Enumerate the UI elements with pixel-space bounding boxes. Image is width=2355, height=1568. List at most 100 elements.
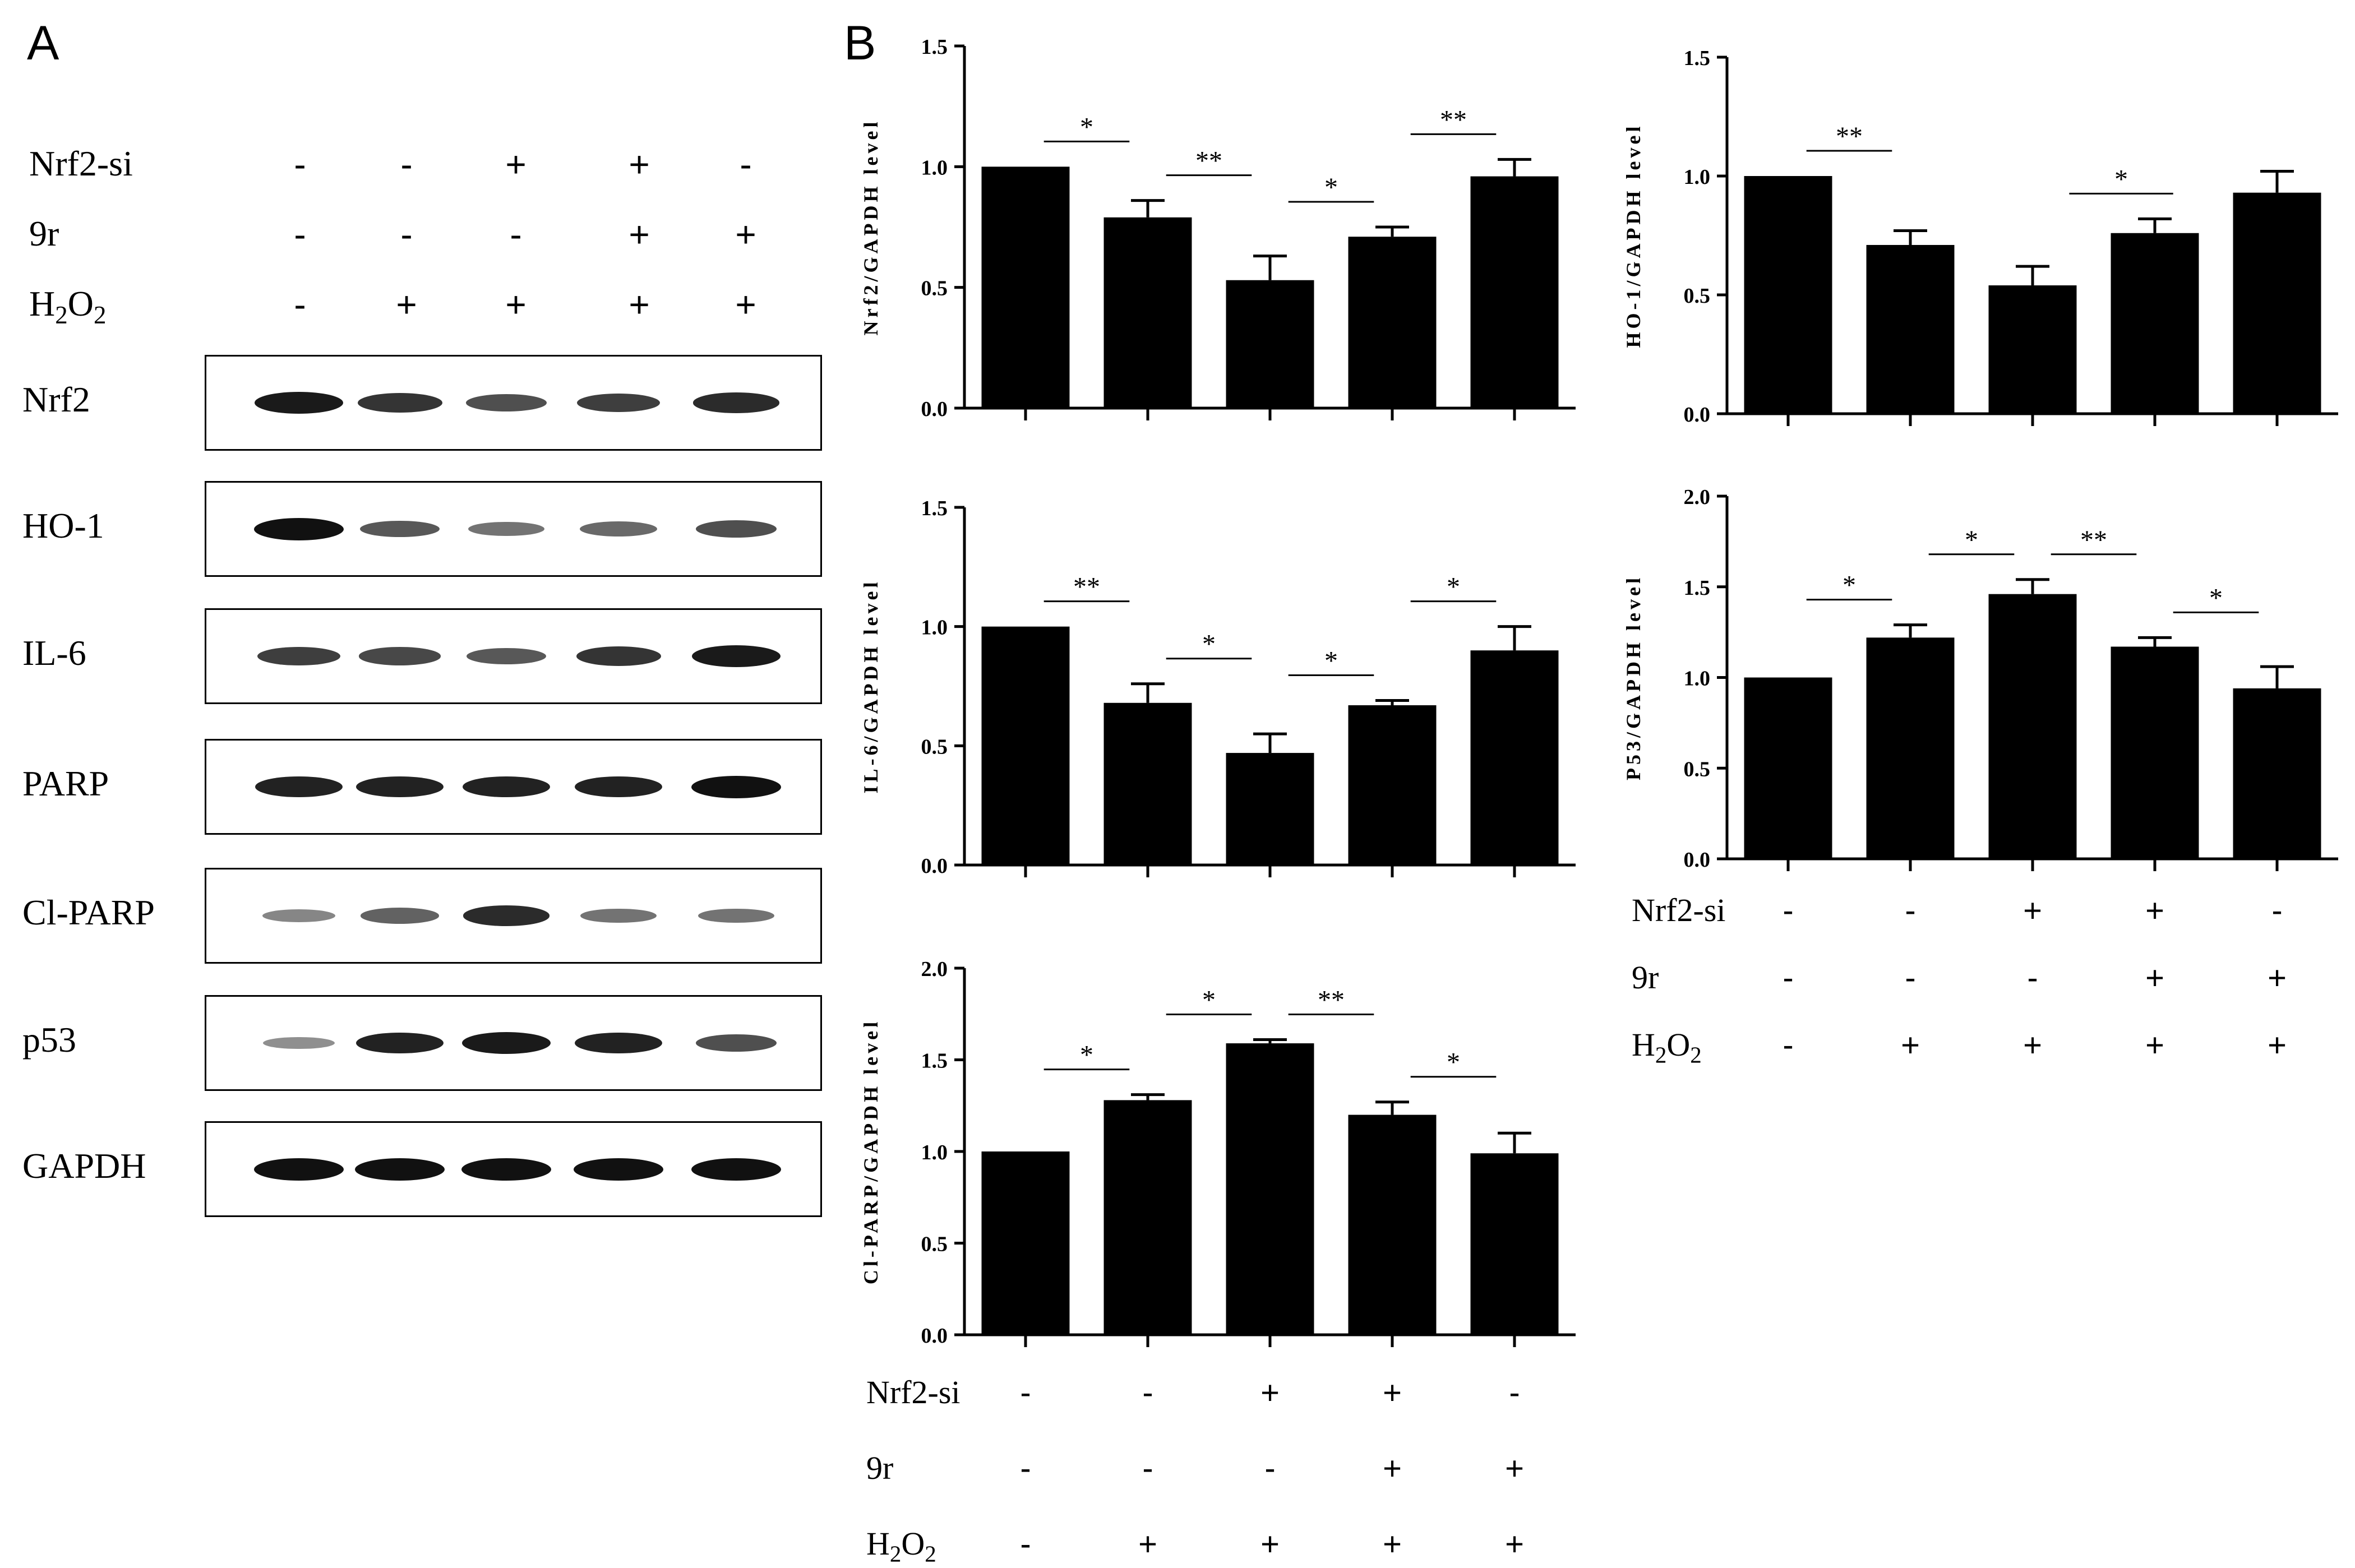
blot-band [576, 646, 661, 666]
condition-sign: - [510, 214, 522, 255]
condition-sign: + [1383, 1450, 1402, 1487]
condition-label: Nrf2-si [1632, 892, 1726, 928]
condition-sign: - [1509, 1375, 1520, 1411]
significance-label: * [1324, 173, 1338, 202]
significance-label: * [1202, 986, 1216, 1015]
blot-band [257, 646, 341, 666]
significance-label: ** [1318, 986, 1345, 1015]
bar [1470, 1153, 1559, 1335]
blot-band [462, 1032, 551, 1054]
blot-label: Cl-PARP [22, 892, 155, 932]
blot-band [692, 645, 781, 667]
bar [1470, 176, 1559, 408]
y-tick-label: 0.0 [921, 854, 948, 878]
blot-box [205, 739, 822, 835]
bar [1348, 1114, 1437, 1335]
blot-band [254, 517, 344, 540]
row-label-part: 2 [925, 1541, 936, 1567]
condition-label: 9r [1632, 959, 1659, 996]
condition-label: Nrf2-si [866, 1374, 961, 1410]
bar [2233, 192, 2321, 414]
blot-band [463, 905, 550, 926]
y-tick-label: 0.5 [921, 277, 948, 300]
blot-band [463, 776, 550, 798]
condition-sign: + [2268, 1027, 2287, 1063]
blot-band [358, 647, 441, 665]
condition-sign: - [1142, 1375, 1153, 1411]
blot-box [205, 1121, 822, 1217]
blot-band [693, 392, 779, 413]
bar [981, 1151, 1070, 1335]
y-tick-label: 1.5 [921, 1049, 948, 1073]
bar [2111, 646, 2199, 859]
bar [1866, 637, 1955, 859]
bar [1103, 217, 1192, 408]
bar [1226, 753, 1314, 865]
y-axis-label: IL-6/GAPDH level [860, 579, 882, 794]
condition-label: H2O2 [29, 283, 106, 330]
blot-label: IL-6 [22, 632, 86, 673]
y-tick-label: 1.0 [921, 1141, 948, 1164]
condition-sign: - [2271, 892, 2283, 929]
blot-band [580, 521, 657, 536]
row-label-part: O [1666, 1026, 1691, 1063]
y-tick-label: 1.5 [921, 35, 948, 59]
significance-label: * [2209, 583, 2223, 613]
significance-label: * [1324, 646, 1338, 676]
row-label-part: H [866, 1525, 890, 1562]
blot-band [576, 393, 661, 413]
y-tick-label: 1.0 [921, 616, 948, 640]
blot-band [580, 908, 657, 923]
condition-sign: + [629, 214, 650, 255]
row-label-part: H [1632, 1026, 1655, 1063]
blot-box [205, 868, 822, 964]
significance-label: ** [2080, 525, 2107, 555]
blot-band [361, 908, 439, 924]
condition-sign: - [2027, 960, 2038, 996]
condition-sign: + [2023, 892, 2042, 929]
blot-band [575, 1032, 662, 1054]
blot-band [465, 394, 547, 411]
row-label-part: O [67, 284, 94, 323]
y-tick-label: 1.0 [1684, 165, 1711, 189]
condition-sign: - [400, 144, 413, 184]
significance-label: ** [1195, 146, 1222, 176]
y-tick-label: 1.0 [1684, 667, 1711, 691]
bar [1348, 705, 1437, 865]
y-tick-label: 0.0 [921, 397, 948, 421]
condition-sign: - [294, 144, 306, 184]
blot-label: Nrf2 [22, 379, 90, 419]
blot-band [574, 1158, 663, 1181]
blot-band [468, 521, 544, 536]
row-label-part: 2 [55, 300, 68, 329]
condition-sign: + [1901, 1027, 1920, 1063]
blot-band [698, 908, 774, 923]
blot-band [356, 1032, 444, 1054]
significance-label: * [2114, 164, 2128, 194]
condition-sign: + [2145, 1027, 2164, 1063]
bar [2111, 233, 2199, 414]
significance-label: ** [1836, 122, 1863, 151]
condition-sign: - [1020, 1450, 1031, 1487]
condition-sign: + [735, 214, 756, 255]
blot-box [205, 355, 822, 451]
condition-sign: - [1142, 1450, 1153, 1487]
condition-sign: + [1260, 1526, 1280, 1562]
y-tick-label: 1.0 [921, 156, 948, 179]
row-label-part: O [901, 1525, 925, 1562]
bar [1226, 280, 1314, 408]
y-tick-label: 0.0 [1684, 848, 1711, 872]
panel-label-a: A [27, 16, 59, 70]
bar [1744, 677, 1832, 859]
blot-label: HO-1 [22, 505, 104, 545]
condition-sign: + [1383, 1375, 1402, 1411]
condition-label: 9r [29, 214, 59, 253]
condition-sign: - [1783, 960, 1794, 996]
significance-label: * [1965, 525, 1978, 555]
condition-label: 9r [866, 1450, 894, 1486]
y-tick-label: 0.5 [921, 735, 948, 758]
y-axis-label: Cl-PARP/GAPDH level [860, 1019, 882, 1284]
condition-sign: + [1505, 1526, 1524, 1562]
